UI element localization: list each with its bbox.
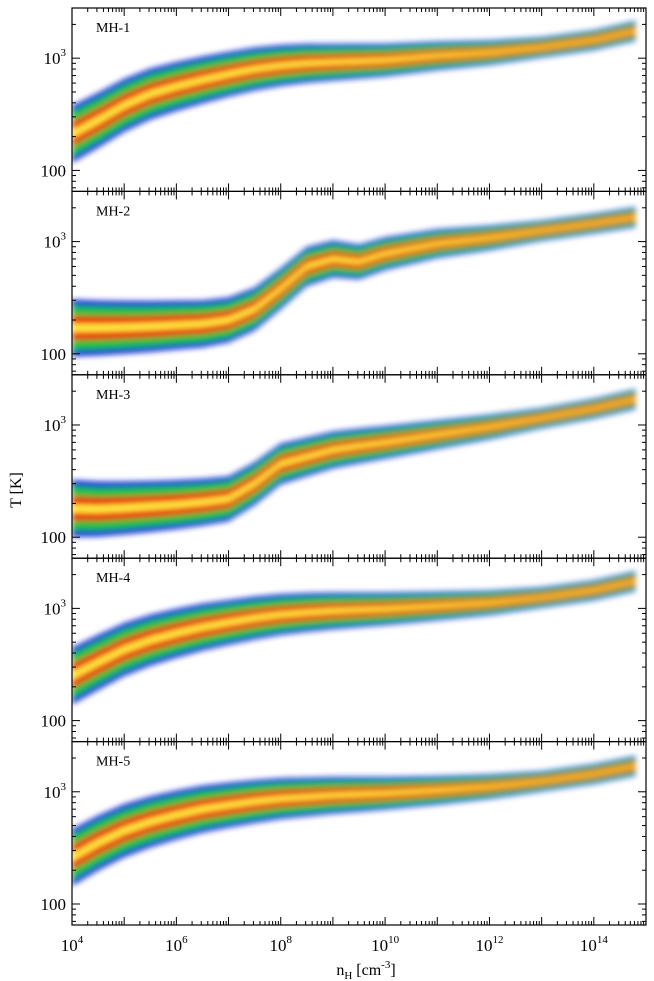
x-tick-label-exp: 4 bbox=[78, 934, 84, 946]
x-tick-label: 104 bbox=[61, 934, 84, 955]
y-tick-label-exp: 3 bbox=[61, 597, 67, 609]
x-tick-label-exp: 10 bbox=[388, 934, 400, 946]
panel-label: MH-5 bbox=[96, 755, 130, 770]
x-tick-label: 1012 bbox=[475, 934, 503, 955]
density-field bbox=[72, 389, 636, 537]
y-tick-label: 100 bbox=[41, 712, 67, 731]
density-field bbox=[72, 21, 636, 163]
x-tick-label: 1010 bbox=[371, 934, 400, 955]
y-tick-label: 103 bbox=[44, 781, 67, 802]
density-field bbox=[72, 207, 636, 357]
y-tick-label-base: 10 bbox=[44, 49, 61, 68]
panel-3: 100 103 MH-3 bbox=[41, 374, 647, 559]
x-tick-label-base: 10 bbox=[475, 936, 492, 955]
y-tick-label-base: 10 bbox=[44, 416, 61, 435]
x-axis-label: nH [cm-3] bbox=[336, 959, 395, 981]
panel-frame bbox=[71, 740, 647, 926]
density-band-3 bbox=[72, 576, 636, 689]
density-band-4 bbox=[72, 29, 636, 139]
x-tick-label-exp: 14 bbox=[597, 934, 609, 946]
y-tick-label: 103 bbox=[44, 414, 67, 435]
density-band-3 bbox=[72, 761, 636, 870]
y-tick-label-base: 100 bbox=[41, 345, 67, 364]
panel-2: 100 103 MH-2 bbox=[41, 190, 647, 376]
x-tick-label-base: 10 bbox=[371, 936, 388, 955]
density-band-4 bbox=[72, 397, 636, 513]
panel-1: 100 103 MH-1 bbox=[41, 7, 647, 192]
density-field bbox=[72, 756, 636, 886]
panel-label: MH-4 bbox=[96, 571, 130, 586]
y-tick-label: 103 bbox=[44, 231, 67, 252]
x-tick-label-exp: 12 bbox=[492, 934, 503, 946]
density-band-3 bbox=[72, 26, 636, 147]
x-tick-label-base: 10 bbox=[269, 936, 286, 955]
y-tick-label-base: 100 bbox=[41, 161, 67, 180]
x-tick-labels: 104 106 108 1010 1012 1014 bbox=[61, 934, 609, 955]
panels-container: 100103MH-1100103MH-2100103MH-3100103MH-4… bbox=[41, 7, 647, 926]
y-tick-label-base: 10 bbox=[44, 233, 61, 252]
density-band-4 bbox=[72, 579, 636, 680]
x-tick-label: 108 bbox=[269, 934, 292, 955]
y-tick-label: 100 bbox=[41, 161, 67, 180]
panel-label: MH-1 bbox=[96, 21, 130, 36]
x-axis-label-exp: -3 bbox=[381, 959, 391, 971]
y-tick-label: 100 bbox=[41, 528, 67, 547]
y-tick-label: 100 bbox=[41, 345, 67, 364]
y-tick-label-exp: 3 bbox=[61, 781, 67, 793]
x-axis-label-sub: H bbox=[344, 970, 352, 981]
y-tick-label-exp: 3 bbox=[61, 231, 67, 243]
x-tick-label: 106 bbox=[165, 934, 188, 955]
x-tick-label-base: 10 bbox=[61, 936, 78, 955]
y-tick-label-base: 10 bbox=[44, 599, 61, 618]
x-tick-label-base: 10 bbox=[165, 936, 182, 955]
x-axis-label-unit: [cm bbox=[352, 962, 381, 979]
x-tick-label-exp: 6 bbox=[182, 934, 188, 946]
x-axis-label-main: n bbox=[336, 962, 344, 979]
x-tick-label: 1014 bbox=[580, 934, 609, 955]
panel-4: 100 103 MH-4 bbox=[41, 557, 647, 743]
x-tick-label-base: 10 bbox=[580, 936, 597, 955]
panel-label: MH-3 bbox=[96, 388, 130, 403]
y-tick-label-base: 100 bbox=[41, 528, 67, 547]
panel-label: MH-2 bbox=[96, 204, 130, 219]
density-band-4 bbox=[72, 764, 636, 862]
x-tick-label-exp: 8 bbox=[286, 934, 292, 946]
density-field bbox=[72, 571, 636, 705]
y-tick-label-exp: 3 bbox=[61, 414, 67, 426]
y-tick-label-base: 10 bbox=[44, 783, 61, 802]
y-axis-label: T [K] bbox=[8, 472, 25, 508]
x-axis-label-close: ] bbox=[390, 962, 395, 979]
y-tick-label: 103 bbox=[44, 47, 67, 68]
y-tick-label-base: 100 bbox=[41, 895, 67, 914]
y-tick-label: 100 bbox=[41, 895, 67, 914]
panel-5: 100 103 MH-5 bbox=[41, 740, 647, 926]
y-tick-label: 103 bbox=[44, 597, 67, 618]
y-tick-label-exp: 3 bbox=[61, 47, 67, 59]
y-tick-label-base: 100 bbox=[41, 712, 67, 731]
